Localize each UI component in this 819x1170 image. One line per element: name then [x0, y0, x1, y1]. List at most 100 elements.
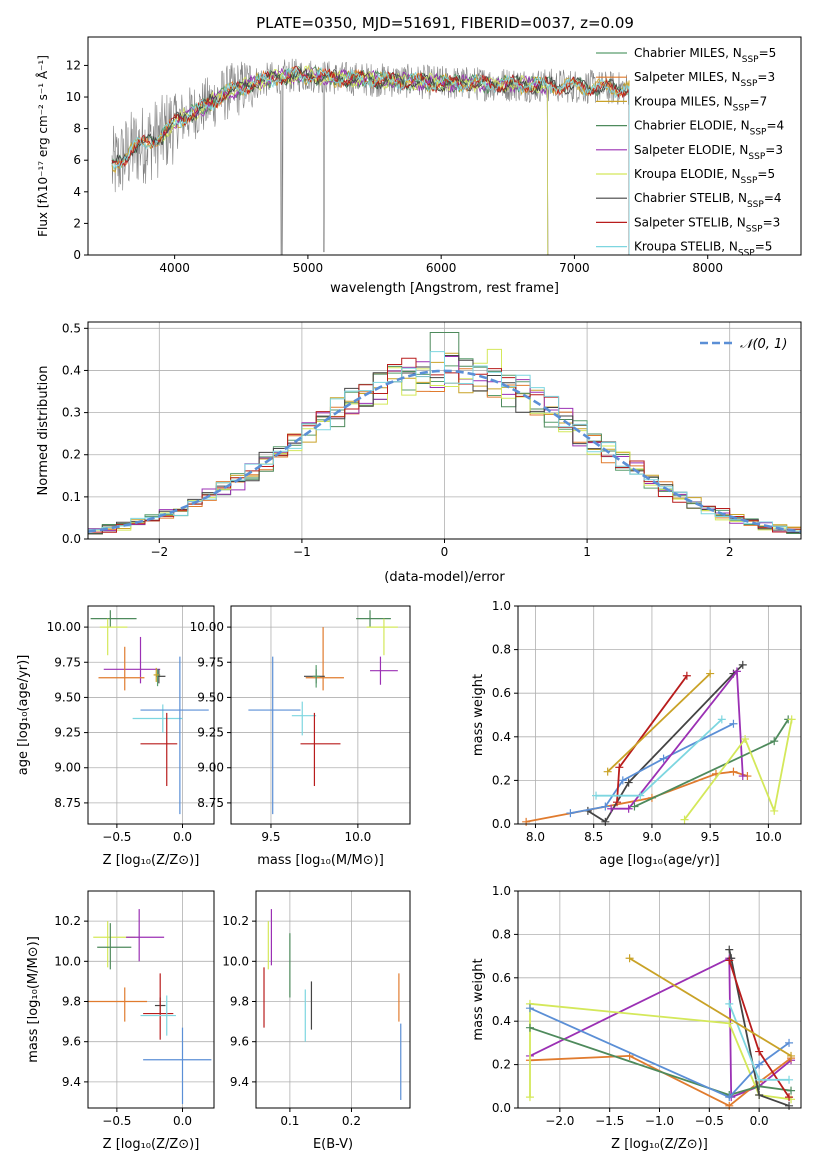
y-tick-label: 8.75: [54, 796, 81, 810]
legend-entry: Chabrier MILES, NSSP=5: [634, 46, 776, 65]
weight-marker: [785, 1075, 794, 1084]
weight-marker: [725, 1093, 734, 1102]
x-tick-label: −2.0: [545, 1114, 574, 1128]
weight-marker: [680, 815, 689, 824]
y-tick-label: 0.2: [492, 1058, 511, 1072]
weight-line: [629, 957, 792, 1057]
x-tick-label: 5000: [293, 261, 324, 275]
weight-line: [607, 672, 711, 773]
x-tick-label: 0.0: [750, 1114, 769, 1128]
weight-marker: [770, 737, 779, 746]
y-tick-label: 9.75: [197, 655, 224, 669]
weight-marker: [785, 1101, 794, 1110]
plot-area: [111, 58, 630, 255]
x-tick-label: −0.5: [102, 1114, 131, 1128]
y-tick-label: 0.6: [492, 971, 511, 985]
weight-marker: [525, 1093, 534, 1102]
weight-series: [525, 1051, 796, 1110]
x-axis-label: mass [log₁₀(M/M⊙)]: [257, 853, 384, 868]
weight-marker: [624, 778, 633, 787]
errorbar-point: [88, 987, 148, 1022]
x-tick-label: 1: [583, 545, 591, 559]
y-tick-label: 8.75: [197, 796, 224, 810]
y-tick-label: 9.6: [62, 1035, 81, 1049]
weight-series: [592, 715, 726, 800]
x-tick-label: 0.2: [342, 1114, 361, 1128]
normal-curve: [87, 369, 802, 533]
y-tick-label: 1.0: [492, 599, 511, 613]
weight-marker: [755, 1060, 764, 1069]
x-tick-label: 4000: [159, 261, 190, 275]
axes-mass_vs_ebv: 0.1 0.2 9.4 9.6 9.8 10.0 10.2 E(B-V): [222, 890, 411, 1152]
errorbar-point: [305, 627, 344, 691]
legend-entry: Kroupa ELODIE, NSSP=5: [634, 167, 775, 186]
weight-series: [612, 671, 691, 807]
weight-line: [728, 949, 790, 1107]
x-tick-label: −2: [150, 545, 168, 559]
weight-marker: [741, 734, 750, 743]
y-tick-label: 0.0: [492, 817, 511, 831]
axes-frame: [517, 605, 802, 825]
weight-line: [596, 718, 723, 797]
weight-marker: [706, 669, 715, 678]
y-tick-label: 0.4: [492, 730, 511, 744]
axes-spectrum: 4000 5000 6000 7000 8000 0 2 4 6 8 10 12 wavelength …: [35, 36, 802, 296]
axes-massweight_vs_age: 8.0 8.5 9.0 9.5 10.0 0.0 0.2 0.4 0.6 0.8 1.0 age [l…: [471, 599, 802, 868]
y-tick-label: 8: [73, 122, 81, 136]
errorbar-point: [97, 923, 132, 970]
weight-marker: [625, 954, 634, 963]
weight-marker: [755, 1047, 764, 1056]
weight-series: [680, 715, 796, 824]
y-tick-label: 0.3: [62, 406, 81, 420]
chart-layer: 4000 5000 6000 7000 8000024681012wavelength …: [16, 36, 802, 1152]
errorbar-point: [370, 656, 398, 685]
errorbar-point: [143, 973, 174, 1040]
y-tick-label: 0.6: [492, 686, 511, 700]
y-tick-label: 0.0: [62, 532, 81, 546]
weight-marker: [729, 767, 738, 776]
weight-marker: [738, 660, 747, 669]
y-tick-label: 12: [66, 58, 81, 72]
plot-area: [88, 909, 212, 1104]
weight-marker: [785, 1038, 794, 1047]
axes-residuals: −2 −1 0 1 2 0.0 0.1 0.2 0.3 0.4 0.5 (data-model)/er…: [36, 321, 802, 585]
weight-marker: [525, 1023, 534, 1032]
weight-marker: [725, 956, 734, 965]
weight-line: [529, 1002, 792, 1101]
axes-massweight_vs_Z: −2.0 −1.5 −1.0 −0.5 0.0 0.0 0.2 0.4 0.6 0.8 1.0 Z […: [471, 884, 802, 1152]
x-tick-label: −1.5: [595, 1114, 624, 1128]
x-tick-label: 0.1: [280, 1114, 299, 1128]
weight-marker: [615, 763, 624, 772]
x-axis-label: Z [log₁₀(Z/Z⊙)]: [611, 1137, 708, 1152]
axes-frame: [87, 36, 802, 256]
errorbar-point: [90, 610, 137, 628]
y-tick-label: 10.2: [222, 914, 249, 928]
weight-marker: [785, 1093, 794, 1102]
spectrum-lines: [111, 58, 630, 255]
weight-marker: [682, 671, 691, 680]
errorbar-point: [140, 656, 209, 815]
weight-marker: [755, 1090, 764, 1099]
observed-spectrum: [111, 58, 630, 255]
weight-marker: [630, 802, 639, 811]
weight-marker: [732, 667, 741, 676]
y-tick-label: 0.4: [62, 363, 81, 377]
axes-mass_vs_Z: −0.5 0.0 9.4 9.6 9.8 10.0 10.2 Z [log₁₀(Z/Z⊙)] m…: [26, 890, 215, 1152]
x-tick-label: 9.5: [261, 830, 280, 844]
model-spectrum-line: [161, 66, 549, 255]
weight-line: [683, 719, 793, 821]
weight-series: [525, 1023, 796, 1099]
errorbar-point: [153, 667, 159, 682]
errorbar-point: [143, 1027, 212, 1104]
model-spectrum-line: [160, 64, 549, 255]
weight-marker: [725, 999, 734, 1008]
y-tick-label: 0.2: [492, 773, 511, 787]
plot-area: [522, 660, 796, 826]
y-tick-label: 9.00: [197, 761, 224, 775]
y-axis-label: Flux [fλ10⁻¹⁷ erg cm⁻² s⁻¹ Å⁻¹]: [35, 55, 50, 237]
errorbar-point: [98, 646, 145, 691]
weight-marker: [525, 1004, 534, 1013]
errorbar-point: [103, 636, 161, 684]
weight-marker: [592, 791, 601, 800]
errorbar-point: [126, 909, 165, 962]
